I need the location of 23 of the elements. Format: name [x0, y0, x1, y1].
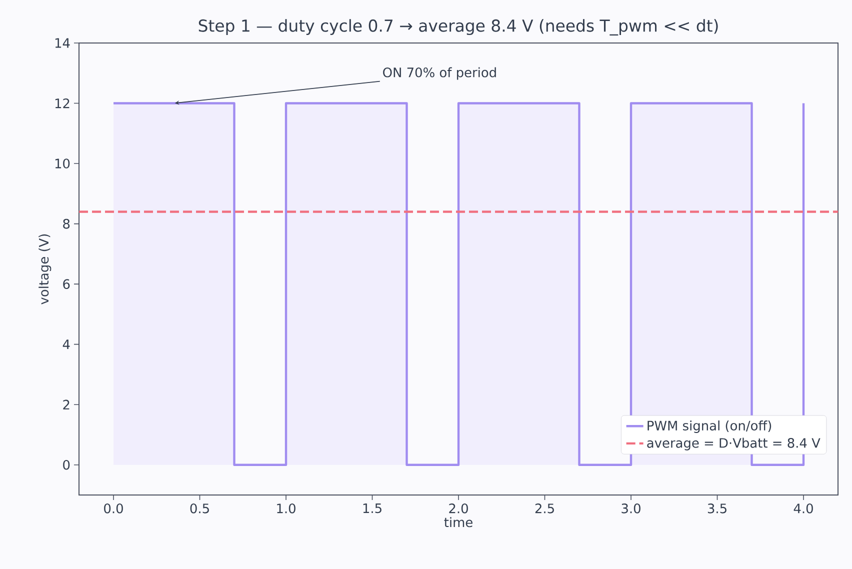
y-tick-label: 4	[62, 340, 70, 350]
y-tick-label: 12	[55, 98, 70, 108]
y-tick-label: 2	[63, 400, 70, 410]
chart-title: Step 1 — duty cycle 0.7 → average 8.4 V (needs T_pwm << dt)	[198, 19, 718, 36]
x-axis-title: time	[444, 517, 472, 528]
y-tick-label: 8	[63, 218, 70, 229]
x-tick-label: 3.5	[708, 504, 726, 514]
x-tick-label: 1.5	[363, 504, 382, 514]
x-tick-label: 0.0	[104, 504, 123, 514]
x-tick-label: 3.0	[622, 504, 640, 514]
y-tick-label: 0	[63, 460, 70, 470]
legend-label: PWM signal (on/off)	[648, 420, 772, 434]
x-tick-label: 2.0	[449, 504, 468, 514]
y-tick-label: 10	[55, 158, 70, 168]
annotation: ON 70% of period	[383, 67, 496, 80]
x-tick-label: 1.0	[277, 504, 296, 514]
legend-label: average = D·Vbatt = 8.4 V	[647, 438, 820, 450]
y-axis-title: voltage (V)	[38, 234, 52, 304]
y-tick-label: 14	[55, 38, 70, 48]
x-tick-label: 4.0	[794, 504, 813, 514]
x-tick-label: 0.5	[190, 504, 209, 514]
x-tick-label: 2.5	[535, 504, 554, 514]
y-tick-label: 6	[63, 279, 70, 289]
